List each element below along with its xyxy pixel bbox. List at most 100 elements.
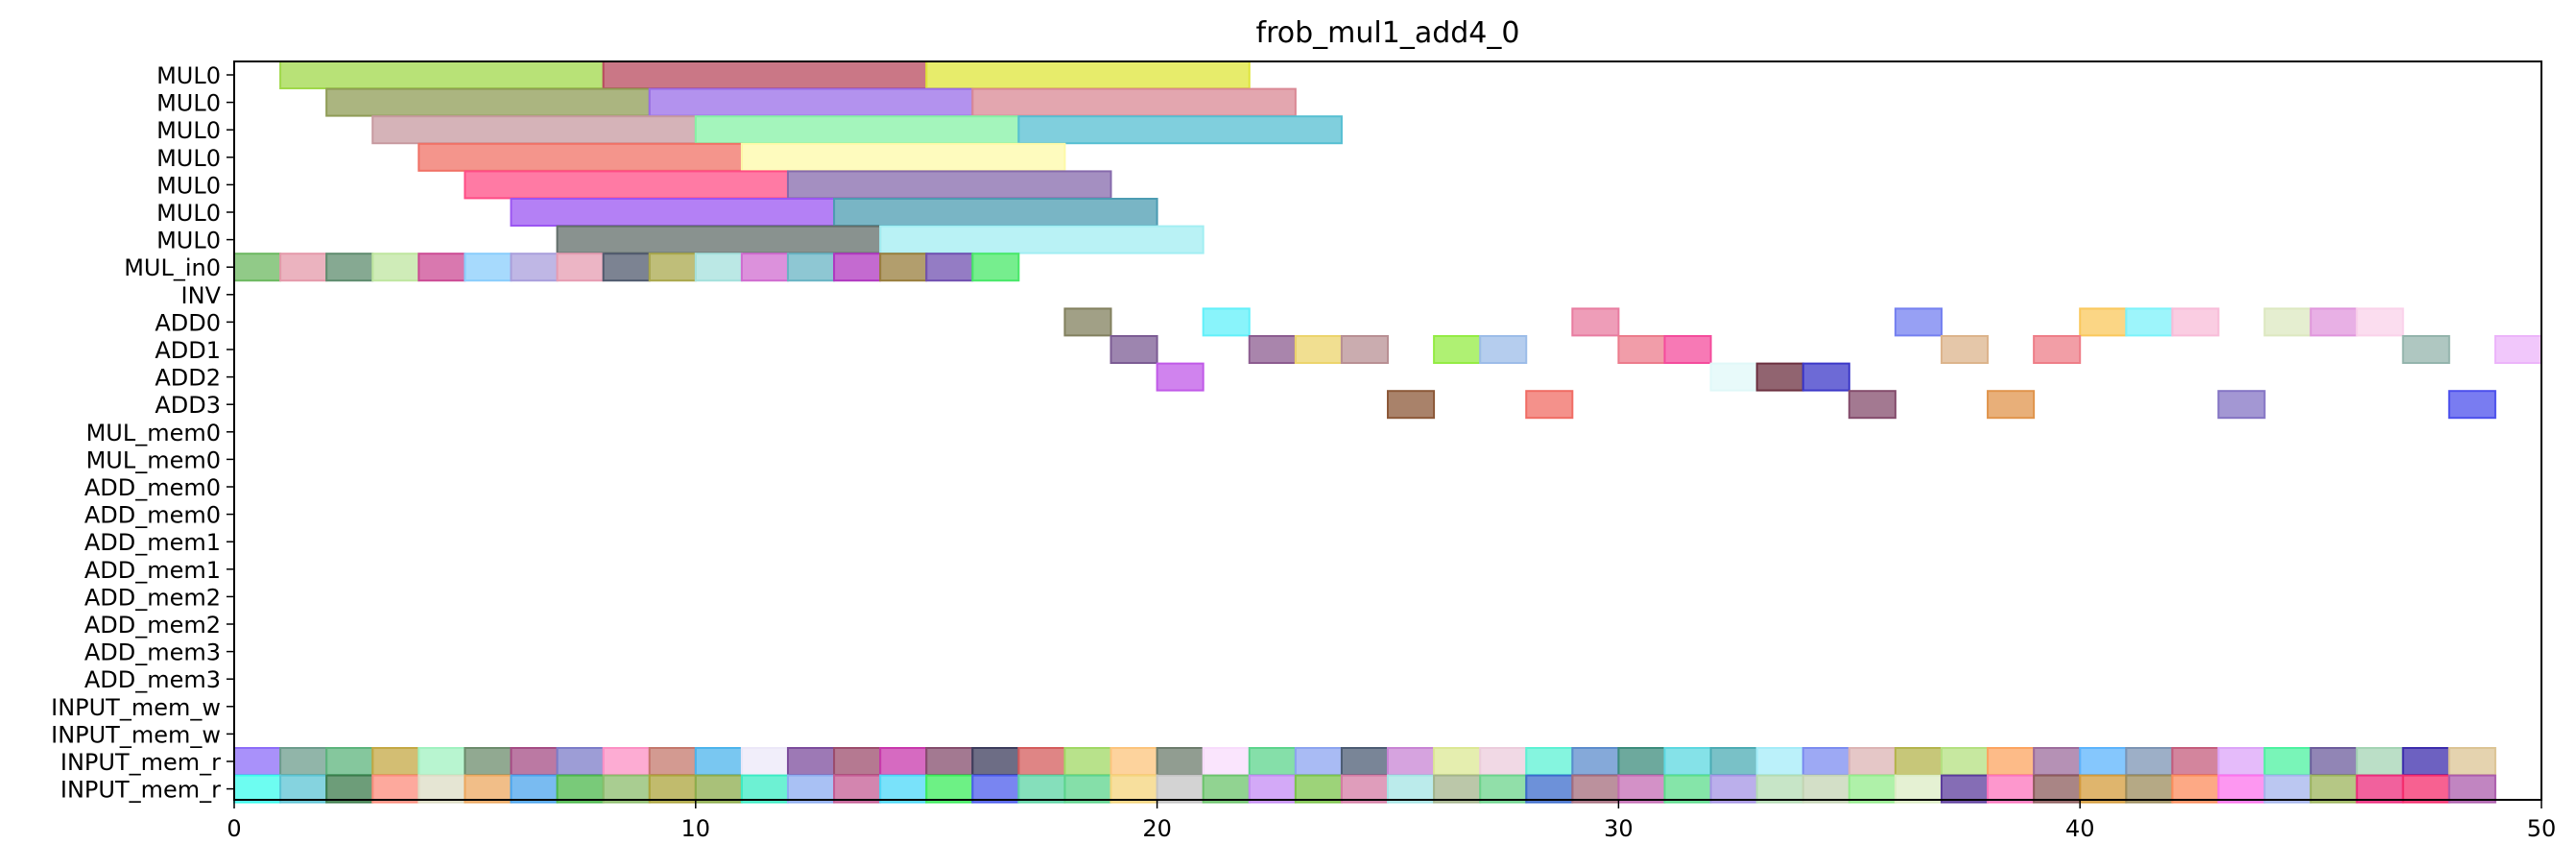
y-tick-label: MUL0 [156, 228, 221, 254]
gantt-bar [925, 747, 974, 776]
gantt-bar [279, 253, 328, 282]
x-tick-label: 40 [2065, 815, 2095, 842]
gantt-bar [2171, 774, 2220, 804]
gantt-bar [1663, 774, 1712, 804]
y-tick-label: ADD_mem0 [84, 474, 221, 501]
gantt-bar [325, 774, 374, 804]
gantt-bar [2217, 390, 2266, 420]
gantt-bar [1109, 335, 1158, 364]
gantt-bar [694, 747, 743, 776]
gantt-bar [1294, 747, 1343, 776]
gantt-bar [2217, 774, 2266, 804]
gantt-bar [1617, 774, 1666, 804]
gantt-bar [1294, 774, 1343, 804]
gantt-bar [2079, 774, 2128, 804]
gantt-bar [740, 774, 789, 804]
gantt-bar [1940, 747, 1990, 776]
gantt-bar [879, 747, 928, 776]
gantt-bar [1617, 747, 1666, 776]
gantt-bar [1248, 747, 1297, 776]
gantt-bar [1202, 774, 1251, 804]
gantt-bar [602, 747, 651, 776]
y-tick-label: MUL0 [156, 172, 221, 199]
gantt-bar [879, 253, 928, 282]
gantt-bar [2401, 774, 2450, 804]
gantt-bar [648, 87, 974, 117]
gantt-bar [556, 774, 605, 804]
gantt-bar [1479, 774, 1528, 804]
y-tick-label: ADD3 [155, 392, 221, 419]
gantt-bar [1987, 747, 2036, 776]
gantt-bar [786, 253, 836, 282]
gantt-bar [1340, 774, 1390, 804]
gantt-bar [325, 747, 374, 776]
gantt-bar [1801, 362, 1850, 392]
gantt-bar [1663, 335, 1712, 364]
y-tick-label: MUL_mem0 [86, 420, 221, 446]
gantt-bar [464, 747, 513, 776]
gantt-bar [602, 774, 651, 804]
gantt-bar [556, 225, 882, 254]
gantt-bar [1479, 335, 1528, 364]
gantt-bar [2079, 747, 2128, 776]
gantt-bar [417, 142, 743, 172]
y-tick-label: ADD_mem3 [84, 639, 221, 666]
gantt-bar [1801, 747, 1850, 776]
gantt-bar [879, 774, 928, 804]
gantt-bar [1063, 747, 1112, 776]
gantt-bar [1894, 774, 1943, 804]
gantt-bar [1109, 747, 1158, 776]
gantt-bar [510, 747, 559, 776]
y-tick-label: ADD_mem1 [84, 557, 221, 584]
gantt-bar [1709, 362, 1758, 392]
gantt-bar [1571, 307, 1620, 337]
gantt-bar [694, 253, 743, 282]
gantt-bar [1709, 774, 1758, 804]
y-tick-label: MUL0 [156, 200, 221, 227]
gantt-bar [2033, 774, 2082, 804]
y-tick-label: ADD_mem0 [84, 502, 221, 529]
gantt-bar [1248, 774, 1297, 804]
x-axis-ticks: 0 10 20 30 40 50 [227, 800, 2556, 842]
x-tick-label: 0 [227, 815, 241, 842]
gantt-bar [371, 253, 420, 282]
gantt-bar [325, 87, 651, 117]
gantt-bar [602, 253, 651, 282]
gantt-bar [1387, 747, 1436, 776]
gantt-bar [694, 115, 1020, 145]
gantt-bar [325, 253, 374, 282]
gantt-bar [648, 747, 697, 776]
y-tick-label: INPUT_mem_w [51, 694, 221, 721]
gantt-bar [971, 87, 1297, 117]
y-tick-label: INPUT_mem_w [51, 721, 221, 748]
gantt-bar [1387, 774, 1436, 804]
gantt-bar [740, 747, 789, 776]
gantt-bar [1987, 774, 2036, 804]
gantt-bar [510, 253, 559, 282]
x-tick-label: 30 [1604, 815, 1634, 842]
gantt-bar [464, 170, 789, 200]
gantt-bar [1894, 307, 1943, 337]
gantt-bar [1801, 774, 1850, 804]
gantt-bar [1987, 390, 2036, 420]
gantt-bar [1202, 307, 1251, 337]
gantt-bar [2401, 747, 2450, 776]
gantt-bar [694, 774, 743, 804]
gantt-bar [2355, 747, 2404, 776]
gantt-bar [1156, 747, 1205, 776]
gantt-bar [648, 774, 697, 804]
gantt-bar [417, 253, 466, 282]
gantt-bar [464, 774, 513, 804]
gantt-bar [1340, 747, 1390, 776]
gantt-bar [510, 774, 559, 804]
gantt-bar [971, 747, 1020, 776]
gantt-bar [971, 253, 1020, 282]
gantt-bar [1755, 362, 1804, 392]
y-tick-label: MUL_in0 [124, 254, 221, 281]
gantt-bar [2447, 774, 2496, 804]
y-tick-label: ADD_mem1 [84, 529, 221, 556]
gantt-bar [2447, 390, 2496, 420]
gantt-bar [417, 747, 466, 776]
gantt-bar [2033, 747, 2082, 776]
y-tick-label: MUL0 [156, 62, 221, 89]
